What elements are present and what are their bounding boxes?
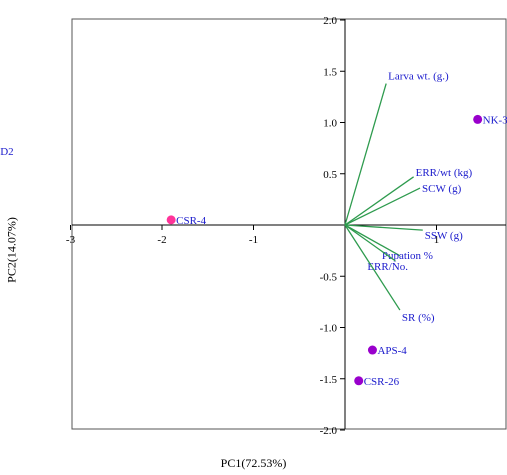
y-tick-label: -0.5	[320, 271, 338, 283]
plot-frame	[71, 18, 507, 430]
x-axis-title: PC1(72.53%)	[220, 456, 287, 470]
point-label: CSR-4	[176, 215, 206, 227]
loading-vector	[344, 224, 401, 311]
score-point	[367, 345, 377, 355]
loading-vector	[344, 224, 401, 257]
vector-label: SCW (g)	[422, 183, 462, 195]
y-ticks: 2.0 1.5 1.0 0.5 -0.5 -1.0 -1.5 -2.0	[320, 15, 345, 437]
x-ticks: -5-4-3-2-1123	[66, 225, 440, 246]
y-tick-label: -2.0	[320, 425, 338, 437]
score-point	[166, 215, 176, 225]
vector-label: ERR/wt (kg)	[416, 167, 473, 179]
y-tick-label: 1.0	[323, 118, 337, 130]
point-label: APS-4	[377, 345, 407, 357]
score-point	[473, 114, 483, 124]
point-label: CSR-26	[364, 376, 400, 388]
vector-label: Pupation %	[382, 250, 433, 262]
y-tick-label: -1.5	[320, 374, 338, 386]
x-tick-label: -1	[249, 234, 258, 246]
vector-label: SSW (g)	[425, 230, 463, 242]
score-point	[354, 376, 364, 386]
loading-vector	[344, 224, 396, 262]
point-label: NB4D2	[0, 146, 14, 158]
loading-vector	[344, 224, 423, 231]
vector-label: ERR/No.	[367, 261, 408, 273]
vector-label: Larva wt. (g.)	[388, 71, 449, 83]
y-tick-label: 1.5	[323, 66, 337, 78]
vector-label: SR (%)	[402, 312, 435, 324]
y-tick-label: 2.0	[323, 15, 337, 27]
point-label: NK-3	[483, 114, 507, 126]
y-tick-label: 0.5	[323, 169, 337, 181]
loading-vector	[344, 187, 421, 226]
x-tick-label: -3	[66, 234, 76, 246]
x-tick-label: -2	[157, 234, 166, 246]
y-axis-title: PC2(14.07%)	[4, 217, 19, 283]
loading-vectors: Larva wt. (g.) ERR/wt (kg) SCW (g) SSW (g) P…	[344, 71, 473, 324]
y-tick-label: -1.0	[320, 323, 338, 335]
loading-vector	[344, 83, 387, 226]
x-tick-label: 1	[434, 234, 440, 246]
loading-vector	[344, 176, 414, 226]
